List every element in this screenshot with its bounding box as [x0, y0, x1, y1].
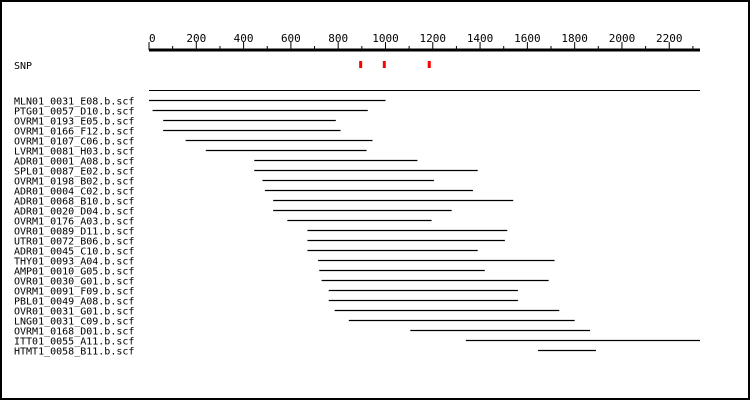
snp-track: SNP	[14, 61, 431, 72]
snp-marker	[359, 61, 363, 68]
read-label: OVRM1_0091_F09.b.scf	[14, 287, 134, 298]
read-label: OVRM1_0198_B02.b.scf	[14, 177, 134, 188]
axis-tick-label: 2000	[609, 32, 636, 45]
axis-tick-label: 200	[186, 32, 206, 45]
read-label: LVRM1_0081_H03.b.scf	[14, 147, 134, 158]
position-axis: 0 200 400 600 800 1000 1200 1400 1600 1800 2000 220…	[148, 32, 700, 52]
axis-tick-label: 800	[328, 32, 348, 45]
read-label: OVR01_0030_G01.b.scf	[14, 277, 134, 288]
read-label: PBL01_0049_A08.b.scf	[14, 297, 134, 308]
axis-tick-label: 1200	[420, 32, 447, 45]
read-label: ADR01_0001_A08.b.scf	[14, 157, 134, 168]
axis-tick-label: 2200	[656, 32, 683, 45]
snp-track-label: SNP	[14, 61, 32, 72]
read-label: THY01_0093_A04.b.scf	[14, 257, 134, 268]
read-label: SPL01_0087_E02.b.scf	[14, 167, 134, 178]
axis-tick-label: 1000	[372, 32, 399, 45]
read-label: ITT01_0055_A11.b.scf	[14, 337, 134, 348]
axis-tick-label: 0	[149, 32, 156, 45]
read-label: UTR01_0072_B06.b.scf	[14, 237, 134, 248]
read-label: MLN01_0031_E08.b.scf	[14, 97, 134, 108]
axis-tick-label: 600	[281, 32, 301, 45]
read-label: HTMT1_0058_B11.b.scf	[14, 347, 134, 358]
read-label: OVRM1_0107_C06.b.scf	[14, 137, 134, 148]
read-label: OVR01_0031_G01.b.scf	[14, 307, 134, 318]
read-label: ADR01_0068_B10.b.scf	[14, 197, 134, 208]
read-label: OVR01_0089_D11.b.scf	[14, 227, 134, 238]
read-label: OVRM1_0168_D01.b.scf	[14, 327, 134, 338]
read-label: AMP01_0010_G05.b.scf	[14, 267, 134, 278]
read-label: OVRM1_0193_E05.b.scf	[14, 117, 134, 128]
read-track: MLN01_0031_E08.b.scfPTG01_0057_D10.b.scf…	[14, 97, 700, 358]
snp-marker	[382, 61, 386, 68]
axis-tick-label: 1800	[561, 32, 588, 45]
read-label: LNG01_0031_C09.b.scf	[14, 317, 134, 328]
axis-tick-label: 1400	[467, 32, 494, 45]
read-label: OVRM1_0176_A03.b.scf	[14, 217, 134, 228]
read-label: PTG01_0057_D10.b.scf	[14, 107, 134, 118]
axis-tick-label: 400	[234, 32, 254, 45]
axis-tick-label: 1600	[514, 32, 541, 45]
snp-marker	[427, 61, 431, 68]
read-label: ADR01_0045_C10.b.scf	[14, 247, 134, 258]
read-label: OVRM1_0166_F12.b.scf	[14, 127, 134, 138]
read-label: ADR01_0004_C02.b.scf	[14, 187, 134, 198]
read-label: ADR01_0020_D04.b.scf	[14, 207, 134, 218]
